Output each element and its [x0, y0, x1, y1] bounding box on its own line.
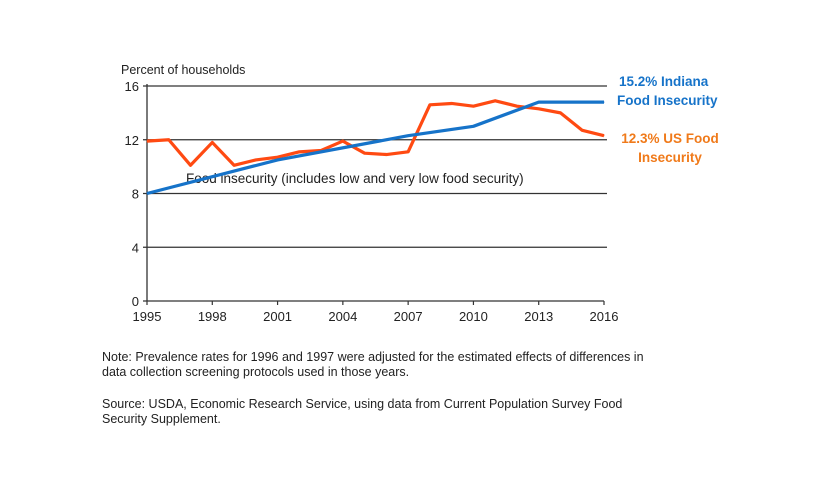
- y-tick-label: 12: [125, 133, 139, 148]
- indiana-annotation-line1: 15.2% Indiana: [619, 74, 709, 89]
- data-point: [277, 159, 279, 161]
- data-point: [364, 152, 366, 154]
- x-tick-label: 2010: [459, 309, 488, 324]
- data-point: [538, 101, 540, 103]
- data-point: [472, 125, 474, 127]
- data-point: [255, 159, 257, 161]
- x-tick-label: 2001: [263, 309, 292, 324]
- data-point: [472, 105, 474, 107]
- data-point: [603, 101, 605, 103]
- y-axis-label: Percent of households: [121, 63, 245, 77]
- indiana-annotation-line2: Food Insecurity: [617, 93, 718, 108]
- data-point: [146, 193, 148, 194]
- x-tick-label: 2004: [328, 309, 357, 324]
- y-tick-label: 0: [132, 294, 139, 309]
- data-point: [168, 139, 170, 141]
- data-point: [146, 140, 148, 142]
- x-tick-label: 1998: [198, 309, 227, 324]
- y-tick-label: 8: [132, 187, 139, 202]
- data-point: [277, 156, 279, 158]
- data-point: [211, 141, 213, 143]
- data-point: [233, 164, 235, 166]
- data-point: [603, 135, 605, 137]
- indiana-annotation: 15.2% Indiana Food Insecurity: [617, 72, 718, 110]
- us-annotation-line1: 12.3% US Food: [621, 131, 719, 146]
- note-text: Note: Prevalence rates for 1996 and 1997…: [102, 350, 644, 379]
- y-tick-label: 16: [125, 79, 139, 94]
- source-text: Source: USDA, Economic Research Service,…: [102, 397, 623, 426]
- data-point: [407, 135, 409, 137]
- x-tick-label: 2007: [394, 309, 423, 324]
- data-point: [190, 164, 192, 166]
- data-point: [407, 151, 409, 153]
- data-point: [559, 112, 561, 114]
- data-point: [429, 104, 431, 106]
- inner-label: Food insecurity (includes low and very l…: [186, 171, 524, 186]
- data-point: [298, 151, 300, 153]
- data-point: [494, 100, 496, 102]
- series-line-indiana: [146, 100, 604, 196]
- y-tick-label: 4: [132, 240, 139, 255]
- data-point: [538, 108, 540, 110]
- us-annotation-line2: Insecurity: [638, 150, 702, 165]
- data-point: [581, 129, 583, 131]
- data-point: [451, 102, 453, 104]
- x-tick-label: 2013: [524, 309, 553, 324]
- data-point: [516, 105, 518, 107]
- us-annotation: 12.3% US Food Insecurity: [616, 129, 724, 167]
- x-tick-label: 1995: [133, 309, 162, 324]
- data-point: [385, 154, 387, 156]
- series-line-us: [146, 99, 605, 167]
- x-tick-label: 2016: [590, 309, 619, 324]
- data-point: [342, 140, 344, 142]
